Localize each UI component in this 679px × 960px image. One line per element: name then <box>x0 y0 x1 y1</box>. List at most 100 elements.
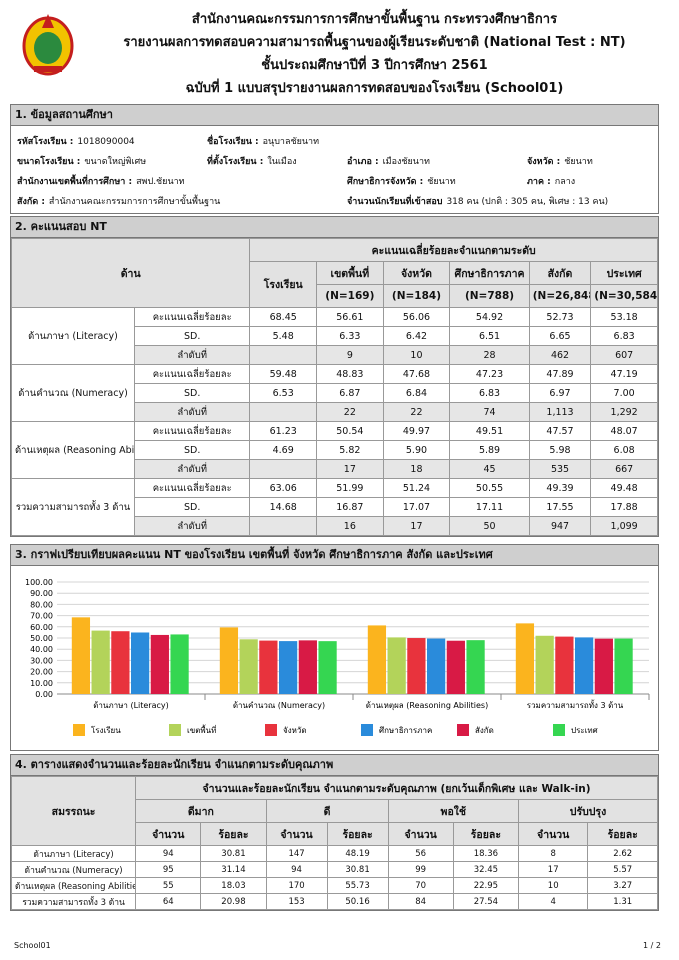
x-tick-label: รวมความสามารถทั้ง 3 ด้าน <box>527 699 624 710</box>
domain: รวมความสามารถทั้ง 3 ด้าน <box>10 478 136 536</box>
legend-label: โรงเรียน <box>91 725 121 735</box>
cell: 48.19 <box>326 845 389 862</box>
domain: ด้านภาษา (Literacy) <box>10 307 136 365</box>
cell: 64 <box>135 893 202 910</box>
cell: 49.39 <box>528 478 592 498</box>
row-label: ด้านภาษา (Literacy) <box>10 845 137 862</box>
cell: 48.07 <box>590 421 658 441</box>
data-row: SD. 5.48 6.33 6.42 6.51 6.65 6.83 <box>12 326 658 346</box>
field-label: ศึกษาธิการจังหวัด : <box>347 177 424 187</box>
y-tick-label: 20.00 <box>30 668 53 677</box>
cell: 56.61 <box>316 307 384 327</box>
row-label: SD. <box>134 326 251 346</box>
school-info: รหัสโรงเรียน :1018090004 ชื่อโรงเรียน : อน… <box>11 126 658 212</box>
cell: 3.27 <box>587 877 658 894</box>
legend-swatch <box>265 724 277 736</box>
field: ขนาดโรงเรียน : ขนาดใหญ่พิเศษ <box>17 154 146 168</box>
chart: 0.00 10.00 20.00 30.00 40.00 50.00 60.00 70.00 8… <box>25 578 650 736</box>
cell: 6.83 <box>590 326 658 346</box>
cell: 94 <box>135 845 202 862</box>
cell: 70 <box>387 877 454 894</box>
cell: 30.81 <box>326 861 389 878</box>
cell: 7.00 <box>590 383 658 403</box>
field-label: สำนักงานเขตพื้นที่การศึกษา : <box>17 177 133 187</box>
field: ที่ตั้งโรงเรียน : ในเมือง <box>207 154 297 168</box>
cell: 84 <box>387 893 454 910</box>
cell: 607 <box>590 345 658 365</box>
field-value: 1018090004 <box>77 137 135 147</box>
cell <box>249 345 318 365</box>
cell: 18.36 <box>452 845 520 862</box>
row-label: คะแนนเฉลี่ยร้อยละ <box>134 364 251 384</box>
legend-swatch <box>169 724 181 736</box>
cell: 50.55 <box>449 478 530 498</box>
sub-header: ร้อยละ <box>200 822 267 846</box>
row-label: คะแนนเฉลี่ยร้อยละ <box>134 307 251 327</box>
header-line: ฉบับที่ 1 แบบสรุปรายงานผลการทดสอบของโรงเ… <box>185 81 564 96</box>
cell: 1,099 <box>590 516 658 536</box>
cell: 30.81 <box>200 845 267 862</box>
field: สำนักงานเขตพื้นที่การศึกษา : สพป.ชัยนาท <box>17 174 185 188</box>
bar <box>427 638 446 694</box>
field: สังกัด : สำนักงานคณะกรรมการการศึกษาขั้นพื… <box>17 194 220 208</box>
y-tick-label: 60.00 <box>30 623 53 632</box>
y-tick-label: 40.00 <box>30 645 53 654</box>
data-row: ลำดับที่ 16 17 50 947 1,099 <box>12 516 658 536</box>
legend-label: ประเทศ <box>571 726 598 735</box>
section-title: 3. กราฟเปรียบเทียบผลคะแนน NT ของโรงเรียน… <box>11 545 658 566</box>
cell: 95 <box>135 861 202 878</box>
row-label: รวมความสามารถทั้ง 3 ด้าน <box>10 893 137 910</box>
data-row: ลำดับที่ 17 18 45 535 667 <box>12 459 658 479</box>
cell: 947 <box>528 516 592 536</box>
data-row: SD. 6.53 6.87 6.84 6.83 6.97 7.00 <box>12 383 658 403</box>
field: จังหวัด : ชัยนาท <box>527 154 593 168</box>
group-header: จำนวนและร้อยละนักเรียน จำแนกตามระดับคุณภ… <box>135 776 658 800</box>
data-row: ด้านเหตุผล (Reasoning Abilities) 55 18.03 1… <box>10 877 658 894</box>
cell: 17.11 <box>449 497 530 517</box>
cell: 49.97 <box>382 421 451 441</box>
field-value: สพป.ชัยนาท <box>136 177 185 187</box>
cell: 17.07 <box>382 497 451 517</box>
cell: 1.31 <box>587 893 658 910</box>
field-value: 318 คน (ปกติ : 305 คน, พิเศษ : 13 คน) <box>446 197 609 207</box>
x-tick-label: ด้านคำนวณ (Numeracy) <box>233 701 325 710</box>
cell: 63.06 <box>249 478 318 498</box>
field: ศึกษาธิการจังหวัด : ชัยนาท <box>347 174 456 188</box>
cell: 5.98 <box>528 440 592 460</box>
cell: 27.54 <box>452 893 520 910</box>
domain: ด้านเหตุผล (Reasoning Abilities) <box>10 421 136 479</box>
cell: 18 <box>382 459 451 479</box>
cell: 535 <box>528 459 592 479</box>
bar <box>91 630 110 694</box>
bar <box>535 635 554 694</box>
field-label: ชื่อโรงเรียน : <box>207 137 259 147</box>
cell: 16.87 <box>316 497 384 517</box>
cell: 18.03 <box>200 877 267 894</box>
bar <box>219 627 239 694</box>
cell: 10 <box>517 877 589 894</box>
cell: 170 <box>265 877 328 894</box>
x-tick-label: ด้านเหตุผล (Reasoning Abilities) <box>366 701 488 710</box>
data-row: รวมความสามารถทั้ง 3 ด้าน 64 20.98 153 50.16 8… <box>10 893 658 910</box>
bar <box>71 617 91 694</box>
level-header: ดีมาก <box>135 799 267 823</box>
data-row: ด้านคำนวณ (Numeracy) คะแนนเฉลี่ยร้อยละ 59.… <box>10 364 658 422</box>
section-1: 1. ข้อมูลสถานศึกษา รหัสโรงเรียน :1018090… <box>10 104 659 214</box>
cell: 49.48 <box>590 478 658 498</box>
cell: 14.68 <box>249 497 318 517</box>
cell: 49.51 <box>449 421 530 441</box>
cell: 5.82 <box>316 440 384 460</box>
cell: 5.48 <box>249 326 318 346</box>
cell: 50.54 <box>316 421 384 441</box>
cell: 462 <box>528 345 592 365</box>
data-row: ด้านเหตุผล (Reasoning Abilities)คะแนนเฉล… <box>10 421 658 479</box>
cell: 31.14 <box>200 861 267 878</box>
cell: 6.33 <box>316 326 384 346</box>
cell: 153 <box>265 893 328 910</box>
data-row: รวมความสามารถทั้ง 3 ด้าน คะแนนเฉลี่ยร้อยล… <box>10 478 658 536</box>
cell: 2.62 <box>587 845 658 862</box>
sub-header: จำนวน <box>517 822 589 846</box>
cell: 50.16 <box>326 893 389 910</box>
cell: 52.73 <box>528 307 592 327</box>
